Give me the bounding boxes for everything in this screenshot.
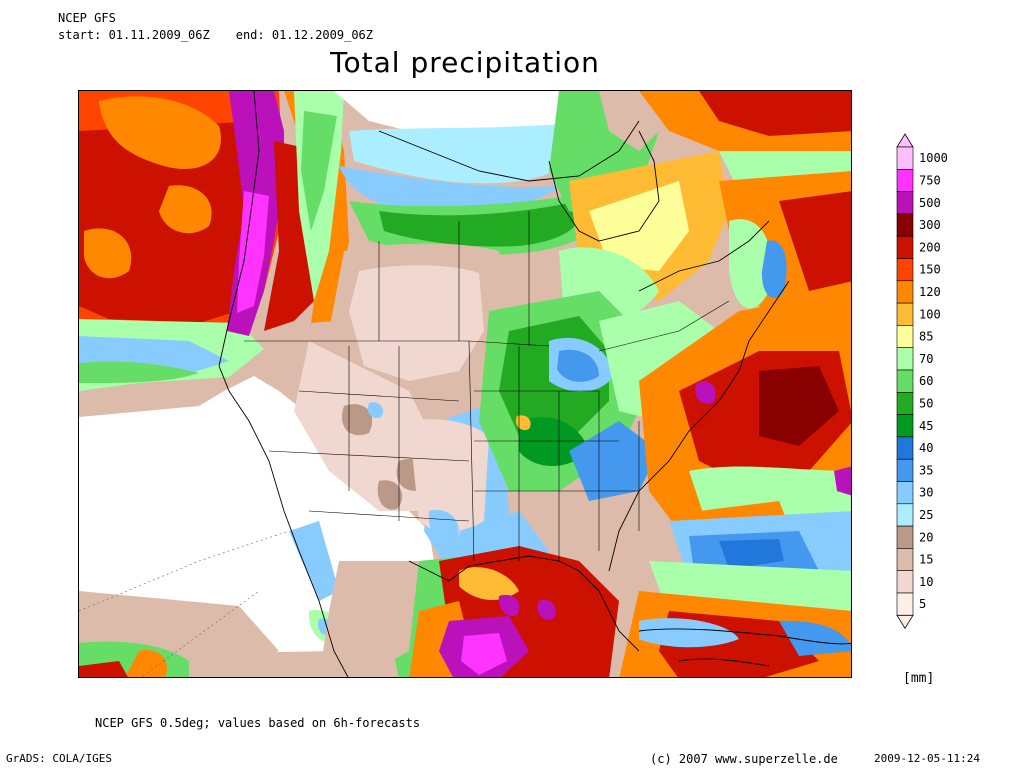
legend-label-10: 10 [919, 575, 933, 589]
copyright-text: (c) 2007 www.superzelle.de [650, 752, 838, 766]
legend-swatch-1000 [896, 146, 914, 170]
end-date: end: 01.12.2009_06Z [235, 28, 373, 42]
atlantic-upper-red [779, 191, 851, 291]
plains-light-brown [409, 419, 489, 541]
pacific-orange-patch-2 [159, 185, 212, 234]
atlantic-green-streak [729, 219, 772, 309]
midwest-orange-dot [515, 415, 531, 431]
pnw-magenta-core [237, 191, 269, 313]
legend-label-300: 300 [919, 218, 941, 232]
pacific-orange-patch-1 [99, 96, 221, 170]
legend-swatch-15 [896, 548, 914, 571]
gulf-magenta [461, 633, 507, 675]
legend-label-45: 45 [919, 419, 933, 433]
caribbean-island-blue [639, 618, 739, 648]
legend-swatch-30 [896, 481, 914, 505]
pacific-bottom-orange [125, 650, 168, 677]
pacific-green-streak [79, 361, 199, 383]
legend-swatch-70 [896, 347, 914, 371]
atlantic-purple-dot [695, 381, 716, 404]
legend-label-100: 100 [919, 307, 941, 321]
legend-swatch-20 [896, 525, 914, 549]
precipitation-map [78, 90, 852, 678]
interior-bc-green-2 [301, 111, 337, 231]
legend-swatch-50 [896, 391, 914, 415]
pacific-bottom-red [79, 661, 128, 677]
gulf-purple-north [498, 594, 520, 616]
arctic-cyan [349, 121, 599, 184]
model-name: NCEP GFS [58, 11, 116, 25]
gulf-light-orange [459, 567, 519, 601]
legend-swatch-35 [896, 458, 914, 482]
grads-credit: GrADS: COLA/IGES [6, 752, 112, 765]
legend-swatch-300 [896, 213, 914, 237]
atlantic-blue-oval [761, 240, 787, 299]
legend-label-40: 40 [919, 441, 933, 455]
legend-label-85: 85 [919, 330, 933, 344]
legend-swatch-25 [896, 503, 914, 527]
legend-label-35: 35 [919, 463, 933, 477]
legend-label-20: 20 [919, 530, 933, 544]
start-date: start: 01.11.2009_06Z [58, 28, 210, 42]
legend-swatch-500 [896, 191, 914, 215]
state-borders [244, 211, 730, 562]
texas-blue [428, 510, 459, 544]
color-legend: 1000 750 500 300 200 150 120 100 85 70 60 50 45 40 35 3… [896, 133, 948, 630]
arctic-blue-band [339, 166, 559, 213]
arctic-white [334, 91, 619, 136]
legend-label-30: 30 [919, 486, 933, 500]
east-edge-purple [834, 466, 851, 496]
legend-label-200: 200 [919, 240, 941, 254]
legend-label-150: 150 [919, 263, 941, 277]
legend-swatch-10 [896, 570, 914, 594]
legend-swatch-120 [896, 280, 914, 304]
legend-bottom-arrow [896, 614, 914, 630]
legend-top-arrow [896, 133, 914, 148]
legend-label-750: 750 [919, 173, 941, 187]
legend-label-1000: 1000 [919, 151, 948, 165]
labrador-red [699, 91, 851, 136]
plains-brown-patch [377, 480, 403, 510]
legend-swatch-150 [896, 258, 914, 282]
legend-label-60: 60 [919, 374, 933, 388]
legend-swatch-750 [896, 168, 914, 192]
caribbean-east-blue [779, 620, 851, 656]
rockies-blue-dot [367, 402, 384, 419]
quebec-yellow [589, 181, 689, 271]
map-title: Total precipitation [330, 46, 600, 79]
baja-blue [289, 521, 339, 601]
mexico-tan [319, 561, 419, 677]
prairies-light [349, 265, 484, 381]
legend-label-50: 50 [919, 396, 933, 410]
rockies-patch-1 [341, 404, 373, 436]
legend-label-15: 15 [919, 553, 933, 567]
legend-swatch-100 [896, 302, 914, 326]
timestamp: 2009-12-05-11:24 [874, 752, 980, 765]
legend-unit: [mm] [903, 671, 935, 686]
data-source-note: NCEP GFS 0.5deg; values based on 6h-fore… [95, 716, 421, 730]
canada-dark-green [379, 201, 582, 247]
gulf-purple-east [537, 599, 556, 620]
map-canvas [79, 91, 851, 677]
legend-label-25: 25 [919, 508, 933, 522]
great-lakes-mid-blue [557, 349, 599, 382]
legend-swatch-40 [896, 436, 914, 460]
caribbean-deep-blue [719, 539, 784, 569]
legend-label-5: 5 [919, 597, 926, 611]
legend-swatch-85 [896, 325, 914, 348]
atlantic-dark-red [759, 366, 839, 446]
legend-swatch-200 [896, 235, 914, 259]
coastlines [218, 91, 851, 677]
legend-swatch-60 [896, 369, 914, 393]
legend-swatch-45 [896, 414, 914, 438]
legend-label-70: 70 [919, 352, 933, 366]
legend-label-500: 500 [919, 196, 941, 210]
boundary-dotted [79, 530, 290, 677]
date-range: start: 01.11.2009_06Z end: 01.12.2009_06Z [58, 28, 373, 42]
legend-swatch-5 [896, 592, 914, 616]
legend-label-120: 120 [919, 285, 941, 299]
pacific-orange-patch-3 [84, 228, 132, 279]
